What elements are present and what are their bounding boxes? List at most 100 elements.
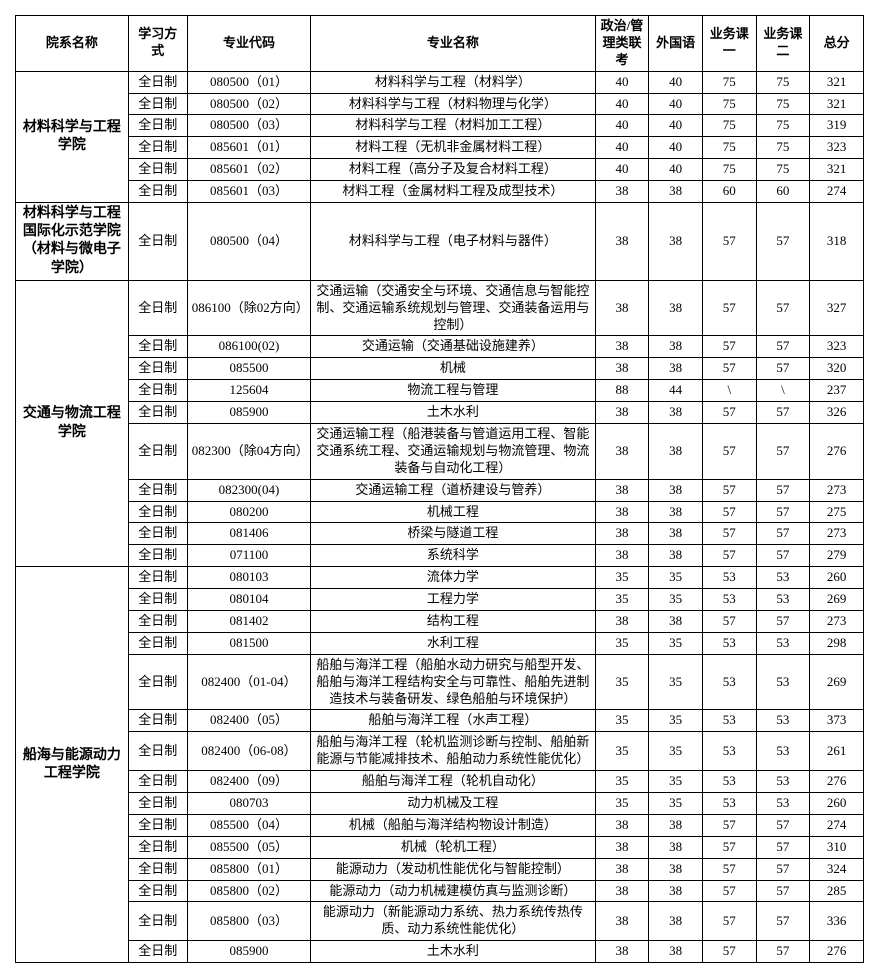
score-cell: 38 <box>649 902 703 941</box>
score-cell: 38 <box>595 336 649 358</box>
mode-cell: 全日制 <box>128 710 187 732</box>
major-cell: 机械工程 <box>311 501 595 523</box>
total-cell: 326 <box>810 402 864 424</box>
score-cell: 57 <box>702 424 756 480</box>
score-cell: 57 <box>702 611 756 633</box>
score-cell: 53 <box>702 654 756 710</box>
score-cell: 57 <box>756 336 810 358</box>
score-cell: 57 <box>756 203 810 281</box>
code-cell: 082400（09） <box>187 771 310 793</box>
score-cell: 38 <box>595 358 649 380</box>
total-cell: 274 <box>810 814 864 836</box>
mode-cell: 全日制 <box>128 545 187 567</box>
mode-cell: 全日制 <box>128 941 187 963</box>
score-cell: 53 <box>756 567 810 589</box>
mode-cell: 全日制 <box>128 479 187 501</box>
major-cell: 土木水利 <box>311 941 595 963</box>
score-cell: 57 <box>756 814 810 836</box>
total-cell: 237 <box>810 380 864 402</box>
major-cell: 能源动力（新能源动力系统、热力系统传热传质、动力系统性能优化） <box>311 902 595 941</box>
code-cell: 082300（除04方向） <box>187 424 310 480</box>
code-cell: 085800（03） <box>187 902 310 941</box>
score-cell: 57 <box>702 902 756 941</box>
table-row: 全日制085601（03）材料工程（金属材料工程及成型技术）3838606027… <box>16 181 864 203</box>
score-cell: 38 <box>595 181 649 203</box>
table-row: 全日制080500（03）材料科学与工程（材料加工工程）40407575319 <box>16 115 864 137</box>
total-cell: 285 <box>810 880 864 902</box>
code-cell: 080500（03） <box>187 115 310 137</box>
score-cell: 88 <box>595 380 649 402</box>
mode-cell: 全日制 <box>128 203 187 281</box>
mode-cell: 全日制 <box>128 771 187 793</box>
major-cell: 物流工程与管理 <box>311 380 595 402</box>
major-cell: 能源动力（动力机械建模仿真与监测诊断） <box>311 880 595 902</box>
major-cell: 船舶与海洋工程（船舶水动力研究与船型开发、船舶与海洋工程结构安全与可靠性、船舶先… <box>311 654 595 710</box>
score-cell: 57 <box>702 941 756 963</box>
score-cell: 35 <box>649 732 703 771</box>
score-cell: 40 <box>595 93 649 115</box>
score-cell: 40 <box>649 93 703 115</box>
table-row: 材料科学与工程学院全日制080500（01）材料科学与工程（材料学）404075… <box>16 71 864 93</box>
score-cell: 38 <box>595 501 649 523</box>
code-cell: 071100 <box>187 545 310 567</box>
total-cell: 260 <box>810 793 864 815</box>
table-row: 交通与物流工程学院全日制086100（除02方向）交通运输（交通安全与环境、交通… <box>16 280 864 336</box>
score-cell: 35 <box>595 589 649 611</box>
total-cell: 321 <box>810 93 864 115</box>
score-cell: 38 <box>649 941 703 963</box>
score-cell: 53 <box>756 793 810 815</box>
score-cell: 35 <box>649 793 703 815</box>
mode-cell: 全日制 <box>128 93 187 115</box>
mode-cell: 全日制 <box>128 793 187 815</box>
major-cell: 船舶与海洋工程（轮机自动化） <box>311 771 595 793</box>
dept-cell: 材料科学与工程学院 <box>16 71 129 202</box>
table-row: 全日制086100(02)交通运输（交通基础设施建养）38385757323 <box>16 336 864 358</box>
major-cell: 土木水利 <box>311 402 595 424</box>
score-cell: 57 <box>702 479 756 501</box>
score-cell: 35 <box>595 771 649 793</box>
score-cell: 75 <box>756 115 810 137</box>
code-cell: 085500（04） <box>187 814 310 836</box>
score-cell: 57 <box>756 501 810 523</box>
table-row: 全日制082300（除04方向）交通运输工程（船港装备与管道运用工程、智能交通系… <box>16 424 864 480</box>
table-row: 全日制085800（01）能源动力（发动机性能优化与智能控制）383857573… <box>16 858 864 880</box>
mode-cell: 全日制 <box>128 115 187 137</box>
header-foreign: 外国语 <box>649 16 703 72</box>
code-cell: 080104 <box>187 589 310 611</box>
total-cell: 373 <box>810 710 864 732</box>
score-cell: 35 <box>595 793 649 815</box>
table-row: 材料科学与工程国际化示范学院（材料与微电子学院）全日制080500（04）材料科… <box>16 203 864 281</box>
total-cell: 321 <box>810 159 864 181</box>
score-cell: 53 <box>756 710 810 732</box>
score-cell: 53 <box>702 567 756 589</box>
mode-cell: 全日制 <box>128 280 187 336</box>
code-cell: 081406 <box>187 523 310 545</box>
score-cell: 38 <box>595 545 649 567</box>
total-cell: 275 <box>810 501 864 523</box>
score-cell: 75 <box>756 159 810 181</box>
score-cell: 40 <box>649 71 703 93</box>
score-cell: 57 <box>756 880 810 902</box>
table-row: 全日制082400（05）船舶与海洋工程（水声工程）35355353373 <box>16 710 864 732</box>
score-cell: 57 <box>702 501 756 523</box>
score-cell: 38 <box>595 523 649 545</box>
total-cell: 273 <box>810 523 864 545</box>
score-cell: 53 <box>702 793 756 815</box>
mode-cell: 全日制 <box>128 902 187 941</box>
score-cell: 38 <box>649 611 703 633</box>
table-row: 全日制080500（02）材料科学与工程（材料物理与化学）40407575321 <box>16 93 864 115</box>
mode-cell: 全日制 <box>128 159 187 181</box>
total-cell: 310 <box>810 836 864 858</box>
score-cell: 57 <box>756 523 810 545</box>
score-cell: 38 <box>595 479 649 501</box>
table-row: 全日制085601（02）材料工程（高分子及复合材料工程）40407575321 <box>16 159 864 181</box>
code-cell: 085500 <box>187 358 310 380</box>
score-cell: 35 <box>649 710 703 732</box>
score-cell: 40 <box>595 137 649 159</box>
score-cell: 38 <box>649 545 703 567</box>
score-cell: 40 <box>595 71 649 93</box>
major-cell: 机械 <box>311 358 595 380</box>
score-cell: \ <box>756 380 810 402</box>
table-row: 全日制125604物流工程与管理8844\\237 <box>16 380 864 402</box>
major-cell: 材料工程（高分子及复合材料工程） <box>311 159 595 181</box>
